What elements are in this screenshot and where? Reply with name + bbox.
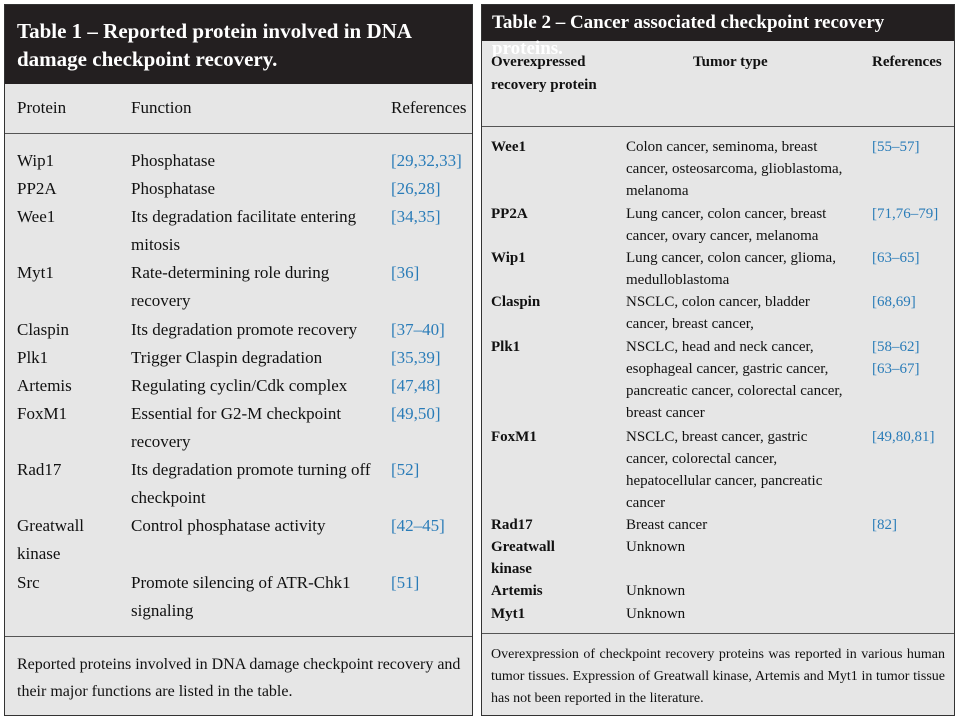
table-1-reference-link[interactable]: [42–45] [391, 516, 445, 535]
table-1-protein: FoxM1 [17, 404, 68, 423]
table-2-protein: Myt1 [491, 606, 526, 622]
table-1-reference-link[interactable]: [36] [391, 263, 420, 282]
table-2-panel: Table 2 – Cancer associated checkpoint r… [481, 4, 955, 716]
table-2-tumor-type: Lung cancer, colon cancer, glioma, medul… [626, 250, 836, 288]
table-2-protein: Greatwall kinase [491, 539, 555, 577]
table-2-title: Table 2 – Cancer associated checkpoint r… [482, 5, 954, 59]
table-1-footer-rule [5, 636, 472, 637]
table-1-function: Essential for G2-M checkpoint recovery [131, 404, 342, 451]
table-1-protein: Rad17 [17, 460, 62, 479]
table-2-protein: Plk1 [491, 339, 521, 355]
table-2-footer-rule [482, 633, 954, 634]
table-2-tumor-type: Unknown [626, 539, 686, 555]
table-2-tumor-type: NSCLC, head and neck cancer, esophageal … [626, 339, 843, 421]
table-1-protein: Wip1 [17, 151, 55, 170]
table-2-protein: FoxM1 [491, 429, 537, 445]
table-2-tumor-type: NSCLC, breast cancer, gastric cancer, co… [626, 429, 823, 511]
table-2-protein: Wip1 [491, 250, 526, 266]
table-1-reference-link[interactable]: [51] [391, 573, 420, 592]
table-2-tumor-type: Unknown [626, 583, 686, 599]
table-1-header-function: Function [131, 98, 192, 117]
table-2-tumor-type: Colon cancer, seminoma, breast cancer, o… [626, 139, 843, 199]
table-1-reference-link[interactable]: [34,35] [391, 207, 441, 226]
table-2-header-protein: Overexpressed recovery protein [491, 54, 597, 93]
table-1-protein: Myt1 [17, 263, 54, 282]
table-2-protein: Artemis [491, 583, 543, 599]
table-1-header-rule [5, 133, 472, 134]
table-1-reference-link[interactable]: [29,32,33] [391, 151, 462, 170]
table-2-tumor-type: Lung cancer, colon cancer, breast cancer… [626, 206, 827, 244]
table-2-tumor-type: NSCLC, colon cancer, bladder cancer, bre… [626, 294, 810, 332]
table-2-reference-link[interactable]: [58–62] [63–67] [872, 339, 920, 377]
table-1-protein: Claspin [17, 320, 69, 339]
table-1-protein: Wee1 [17, 207, 56, 226]
table-1-function: Control phosphatase activity [131, 516, 326, 535]
table-1-protein: Src [17, 573, 40, 592]
table-1-reference-link[interactable]: [49,50] [391, 404, 441, 423]
table-2-reference-link[interactable]: [71,76–79] [872, 206, 939, 222]
table-2-reference-link[interactable]: [55–57] [872, 139, 920, 155]
table-2-tumor-type: Breast cancer [626, 517, 708, 533]
table-1-function: Promote silencing of ATR-Chk1 signaling [131, 573, 351, 620]
table-1-protein: Plk1 [17, 348, 49, 367]
table-2-tumor-type: Unknown [626, 606, 686, 622]
table-1-function: Phosphatase [131, 151, 216, 170]
table-1-function: Its degradation promote turning off chec… [131, 460, 371, 507]
table-1-reference-link[interactable]: [52] [391, 460, 420, 479]
table-2-protein: Rad17 [491, 517, 533, 533]
table-1-function: Its degradation promote recovery [131, 320, 358, 339]
table-1-function: Rate-determining role during recovery [131, 263, 330, 310]
table-2-header-tumor-type: Tumor type [693, 54, 768, 70]
table-2-reference-link[interactable]: [63–65] [872, 250, 920, 266]
table-1-reference-link[interactable]: [37–40] [391, 320, 445, 339]
table-1-protein: Greatwall kinase [17, 516, 85, 563]
table-1-protein: Artemis [17, 376, 72, 395]
table-1-function: Regulating cyclin/Cdk complex [131, 376, 348, 395]
table-1-footnote: Reported proteins involved in DNA damage… [17, 656, 461, 700]
table-1-reference-link[interactable]: [26,28] [391, 179, 441, 198]
table-1-panel: Table 1 – Reported protein involved in D… [4, 4, 473, 716]
table-1-function: Its degradation facilitate entering mito… [131, 207, 357, 254]
table-2-protein: PP2A [491, 206, 528, 222]
table-1-protein: PP2A [17, 179, 57, 198]
table-1-reference-link[interactable]: [35,39] [391, 348, 441, 367]
table-2-protein: Wee1 [491, 139, 526, 155]
table-2-header-rule [482, 126, 954, 127]
table-1-header-references: References [391, 98, 467, 117]
table-2-protein: Claspin [491, 294, 541, 310]
table-2-reference-link[interactable]: [49,80,81] [872, 429, 935, 445]
table-2-reference-link[interactable]: [68,69] [872, 294, 916, 310]
table-2-reference-link[interactable]: [82] [872, 517, 897, 533]
table-1-reference-link[interactable]: [47,48] [391, 376, 441, 395]
table-1-function: Phosphatase [131, 179, 216, 198]
table-1-title: Table 1 – Reported protein involved in D… [5, 5, 472, 84]
table-1-function: Trigger Claspin degradation [131, 348, 323, 367]
table-2-footnote: Overexpression of checkpoint recovery pr… [491, 647, 945, 706]
table-1-header-protein: Protein [17, 98, 67, 117]
table-2-header-references: References [872, 54, 942, 70]
